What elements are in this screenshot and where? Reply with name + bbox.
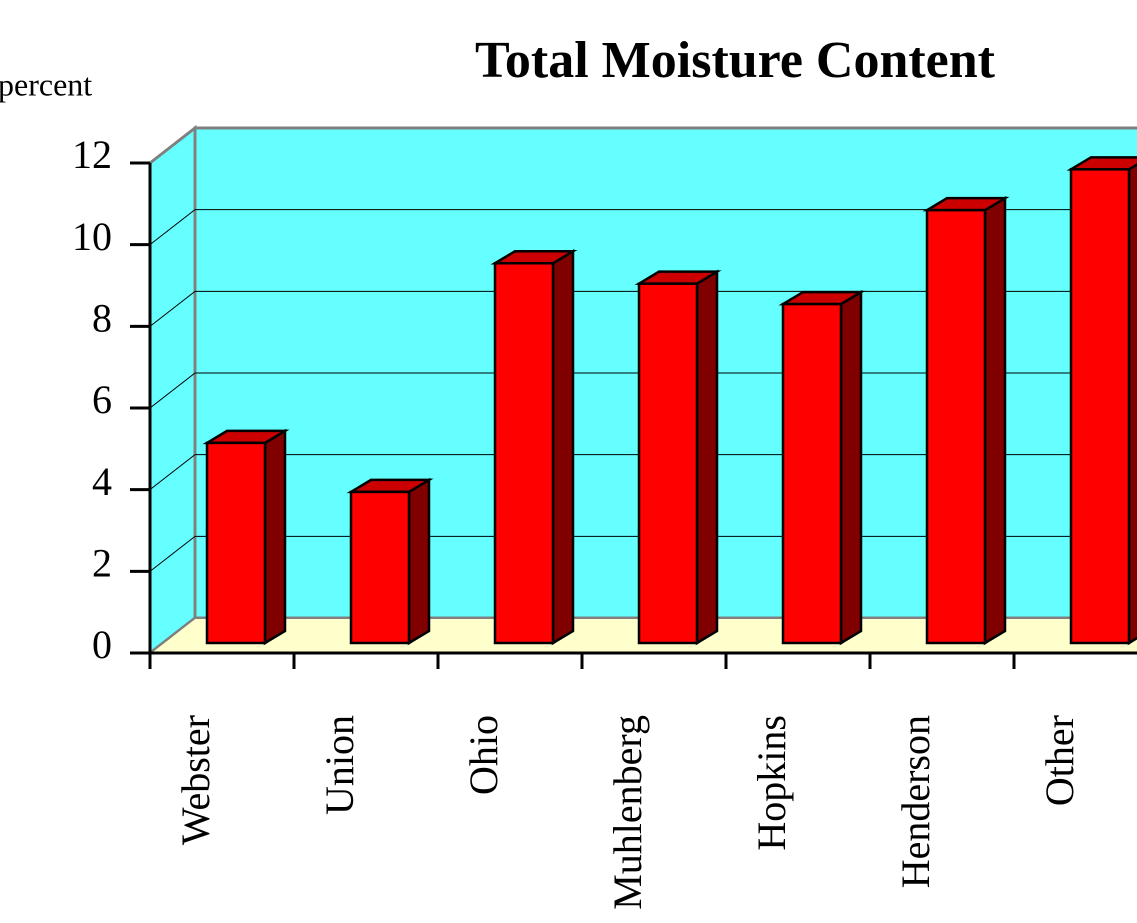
grid-line: [149, 535, 196, 572]
grid-line: [149, 372, 196, 409]
y-tick-label: 2: [92, 541, 112, 586]
x-tick-label: Hopkins: [749, 715, 794, 851]
x-tick-label: Henderson: [893, 715, 938, 888]
x-tick-label: Union: [317, 715, 362, 815]
y-tick-label: 4: [92, 459, 112, 504]
grid-line: [149, 209, 196, 246]
bar: [493, 262, 555, 645]
y-tick-label: 10: [72, 214, 112, 259]
bar: [205, 441, 267, 645]
bar-side: [983, 195, 1007, 646]
y-tick-label: 12: [72, 132, 112, 177]
bar-side: [551, 249, 575, 646]
grid-line: [149, 454, 196, 491]
x-tick-label: Webster: [173, 715, 218, 845]
y-tick-label: 6: [92, 377, 112, 422]
chart-title: Total Moisture Content: [475, 32, 996, 89]
x-tick-label: Ohio: [461, 715, 506, 795]
bar: [1069, 168, 1131, 645]
bar-side: [407, 477, 431, 646]
grid-line: [149, 290, 196, 327]
bar-side: [839, 289, 863, 646]
x-tick-label: Muhlenberg: [605, 715, 650, 910]
bar: [637, 282, 699, 645]
bar: [781, 302, 843, 645]
x-tick-label: Other: [1037, 715, 1082, 806]
y-tick-label: 0: [92, 622, 112, 667]
bar-side: [695, 269, 719, 646]
y-axis-label: percent: [0, 66, 92, 102]
y-tick-label: 8: [92, 296, 112, 341]
bar-side: [263, 428, 287, 646]
bar: [349, 490, 411, 645]
bar: [925, 208, 987, 645]
